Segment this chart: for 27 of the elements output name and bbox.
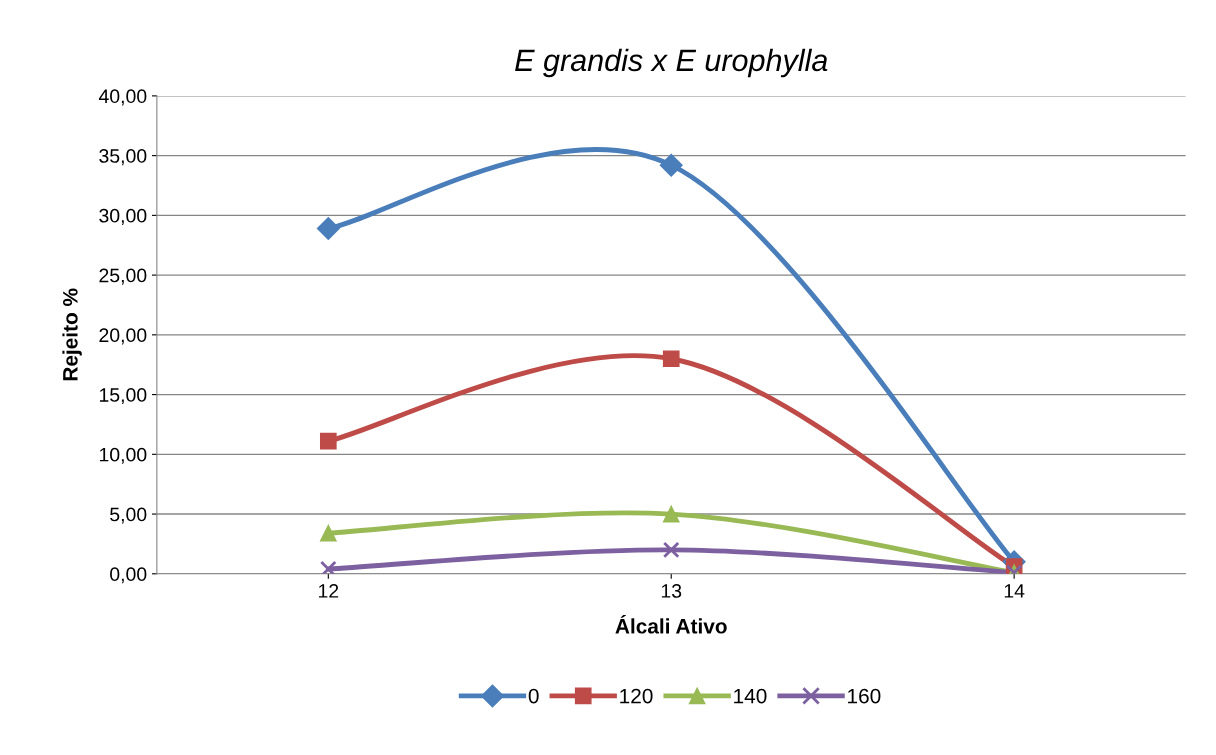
x-tick-label: 13 [661, 584, 682, 598]
y-tick-label: 30,00 [99, 208, 147, 225]
y-tick-label: 25,00 [99, 268, 147, 285]
y-tick-label: 35,00 [99, 149, 147, 166]
legend-label: 120 [620, 688, 653, 704]
y-tick-label: 0,00 [110, 567, 147, 584]
x-tick-label: 14 [1004, 584, 1025, 598]
legend-label: 140 [734, 688, 767, 704]
legend-label: 0 [528, 688, 539, 704]
point [319, 560, 337, 574]
chart-title: E grandis x E urophylla [515, 48, 828, 78]
point [662, 505, 680, 523]
point [319, 524, 337, 542]
x-tick-label: 12 [318, 584, 339, 598]
y-tick-label: 20,00 [99, 328, 147, 345]
y-tick-label: 15,00 [99, 388, 147, 405]
point [662, 541, 680, 559]
y-tick-label: 5,00 [110, 507, 147, 524]
y-axis-title: Rejeito % [62, 288, 82, 381]
point [662, 350, 680, 368]
point [316, 217, 340, 241]
legend-label: 160 [848, 688, 881, 704]
x-axis-title: Álcali Ativo [615, 614, 727, 634]
point [319, 432, 337, 450]
point [659, 153, 683, 177]
y-tick-label: 10,00 [99, 447, 147, 464]
y-tick-label: 40,00 [98, 89, 147, 106]
